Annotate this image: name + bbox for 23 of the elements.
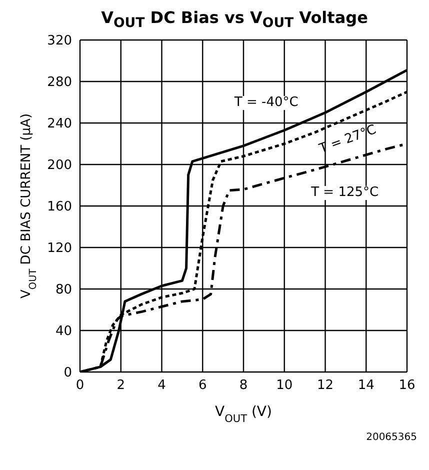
y-tick-label: 0 (64, 366, 72, 381)
text: 20065365 (365, 432, 417, 443)
chart-title: V$_{OUT}$ DC Bias vs V$_{OUT}$ Voltage (100, 8, 369, 32)
x-tick-label: 16 (398, 378, 416, 394)
annotation: T = 125°C (309, 184, 381, 200)
x-axis-title: V$_{OUT}$ (V) (215, 404, 272, 425)
annotation: T = -40°C (232, 95, 300, 110)
y-tick-label: 200 (47, 158, 72, 174)
x-tick-label: 8 (239, 378, 248, 394)
x-tick-label: 10 (276, 378, 293, 394)
y-tick-label: 80 (55, 282, 72, 298)
y-tick-label: 240 (47, 116, 72, 132)
x-tick-label: 2 (116, 378, 126, 394)
y-tick-label: 40 (55, 324, 72, 340)
y-tick-label: 160 (47, 200, 72, 215)
x-tick-label: 4 (158, 378, 166, 394)
y-tick-label: 120 (47, 241, 72, 256)
y-tick-label: 280 (47, 75, 72, 90)
x-tick-label: 12 (316, 378, 334, 394)
y-tick-label: 320 (47, 34, 72, 49)
x-tick-label: 0 (76, 378, 84, 394)
x-tick-label: 14 (358, 378, 374, 394)
x-tick-label: 6 (198, 378, 207, 394)
